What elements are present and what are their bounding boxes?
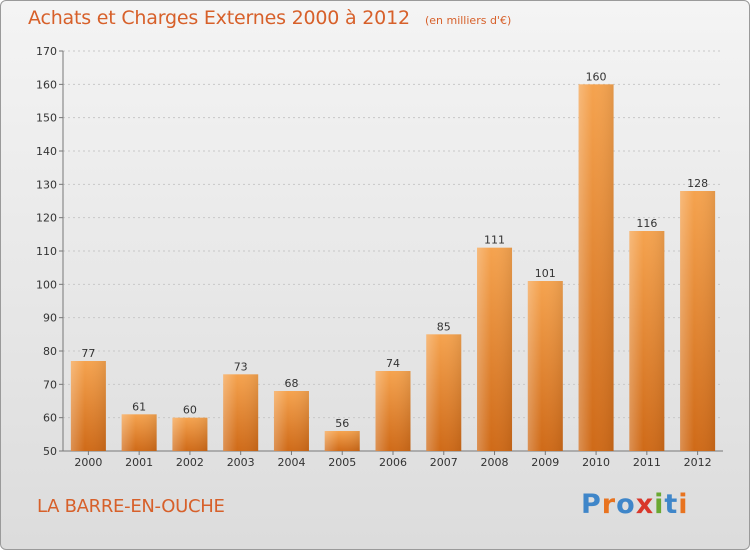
bar-shade bbox=[70, 361, 106, 451]
x-tick-label: 2002 bbox=[176, 456, 204, 469]
x-tick-label: 2004 bbox=[277, 456, 305, 469]
data-label: 111 bbox=[484, 234, 505, 247]
logo-letter: r bbox=[601, 489, 617, 520]
y-tick-label: 80 bbox=[43, 345, 57, 358]
x-tick-label: 2003 bbox=[227, 456, 255, 469]
data-label: 60 bbox=[183, 404, 197, 417]
x-tick-label: 2011 bbox=[633, 456, 661, 469]
x-tick-label: 2001 bbox=[125, 456, 153, 469]
bar-shade bbox=[477, 247, 513, 451]
commune-name: LA BARRE-EN-OUCHE bbox=[37, 496, 225, 517]
logo-letter: P bbox=[581, 489, 602, 520]
y-tick-label: 90 bbox=[43, 312, 57, 325]
bar-shade bbox=[426, 334, 462, 451]
data-label: 116 bbox=[636, 217, 657, 230]
logo-letter: t bbox=[664, 489, 679, 520]
y-tick-label: 140 bbox=[36, 145, 57, 158]
data-label: 101 bbox=[535, 267, 556, 280]
y-tick-label: 150 bbox=[36, 112, 57, 125]
bar-shade bbox=[629, 231, 665, 451]
data-label: 128 bbox=[687, 177, 708, 190]
data-label: 61 bbox=[132, 400, 146, 413]
bar-shade bbox=[680, 191, 716, 451]
logo-letter: x bbox=[635, 489, 655, 520]
bar-shade bbox=[121, 414, 157, 451]
data-label: 74 bbox=[386, 357, 400, 370]
bar-shade bbox=[375, 371, 411, 451]
y-tick-label: 160 bbox=[36, 78, 57, 91]
bar-shade bbox=[578, 84, 614, 451]
data-label: 160 bbox=[586, 70, 607, 83]
data-label: 85 bbox=[437, 320, 451, 333]
y-tick-label: 100 bbox=[36, 278, 57, 291]
data-label: 56 bbox=[335, 417, 349, 430]
data-label: 77 bbox=[81, 347, 95, 360]
x-tick-label: 2012 bbox=[684, 456, 712, 469]
x-tick-label: 2008 bbox=[481, 456, 509, 469]
data-label: 68 bbox=[284, 377, 298, 390]
logo-letter: i bbox=[678, 489, 689, 520]
chart-unit: (en milliers d'€) bbox=[424, 14, 512, 27]
x-tick-label: 2005 bbox=[328, 456, 356, 469]
y-tick-label: 110 bbox=[36, 245, 57, 258]
x-tick-label: 2006 bbox=[379, 456, 407, 469]
bar-shade bbox=[223, 374, 259, 451]
data-label: 73 bbox=[234, 360, 248, 373]
x-tick-label: 2010 bbox=[582, 456, 610, 469]
y-tick-label: 60 bbox=[43, 412, 57, 425]
y-tick-label: 170 bbox=[36, 45, 57, 58]
x-tick-label: 2007 bbox=[430, 456, 458, 469]
bar-shade bbox=[172, 417, 208, 451]
y-tick-label: 130 bbox=[36, 178, 57, 191]
title-row: Achats et Charges Externes 2000 à 2012 (… bbox=[28, 7, 511, 29]
bar-shade bbox=[527, 281, 563, 451]
logo-letter: o bbox=[616, 489, 636, 520]
bar-shade bbox=[324, 431, 360, 451]
y-tick-label: 50 bbox=[43, 445, 57, 458]
chart-title: Achats et Charges Externes 2000 à 2012 bbox=[28, 7, 410, 29]
y-tick-label: 120 bbox=[36, 212, 57, 225]
logo-letter: i bbox=[654, 489, 665, 520]
proxiti-logo[interactable]: Proxiti bbox=[581, 489, 689, 520]
x-tick-label: 2009 bbox=[531, 456, 559, 469]
y-tick-label: 70 bbox=[43, 378, 57, 391]
bar-shade bbox=[273, 391, 309, 451]
x-tick-label: 2000 bbox=[74, 456, 102, 469]
